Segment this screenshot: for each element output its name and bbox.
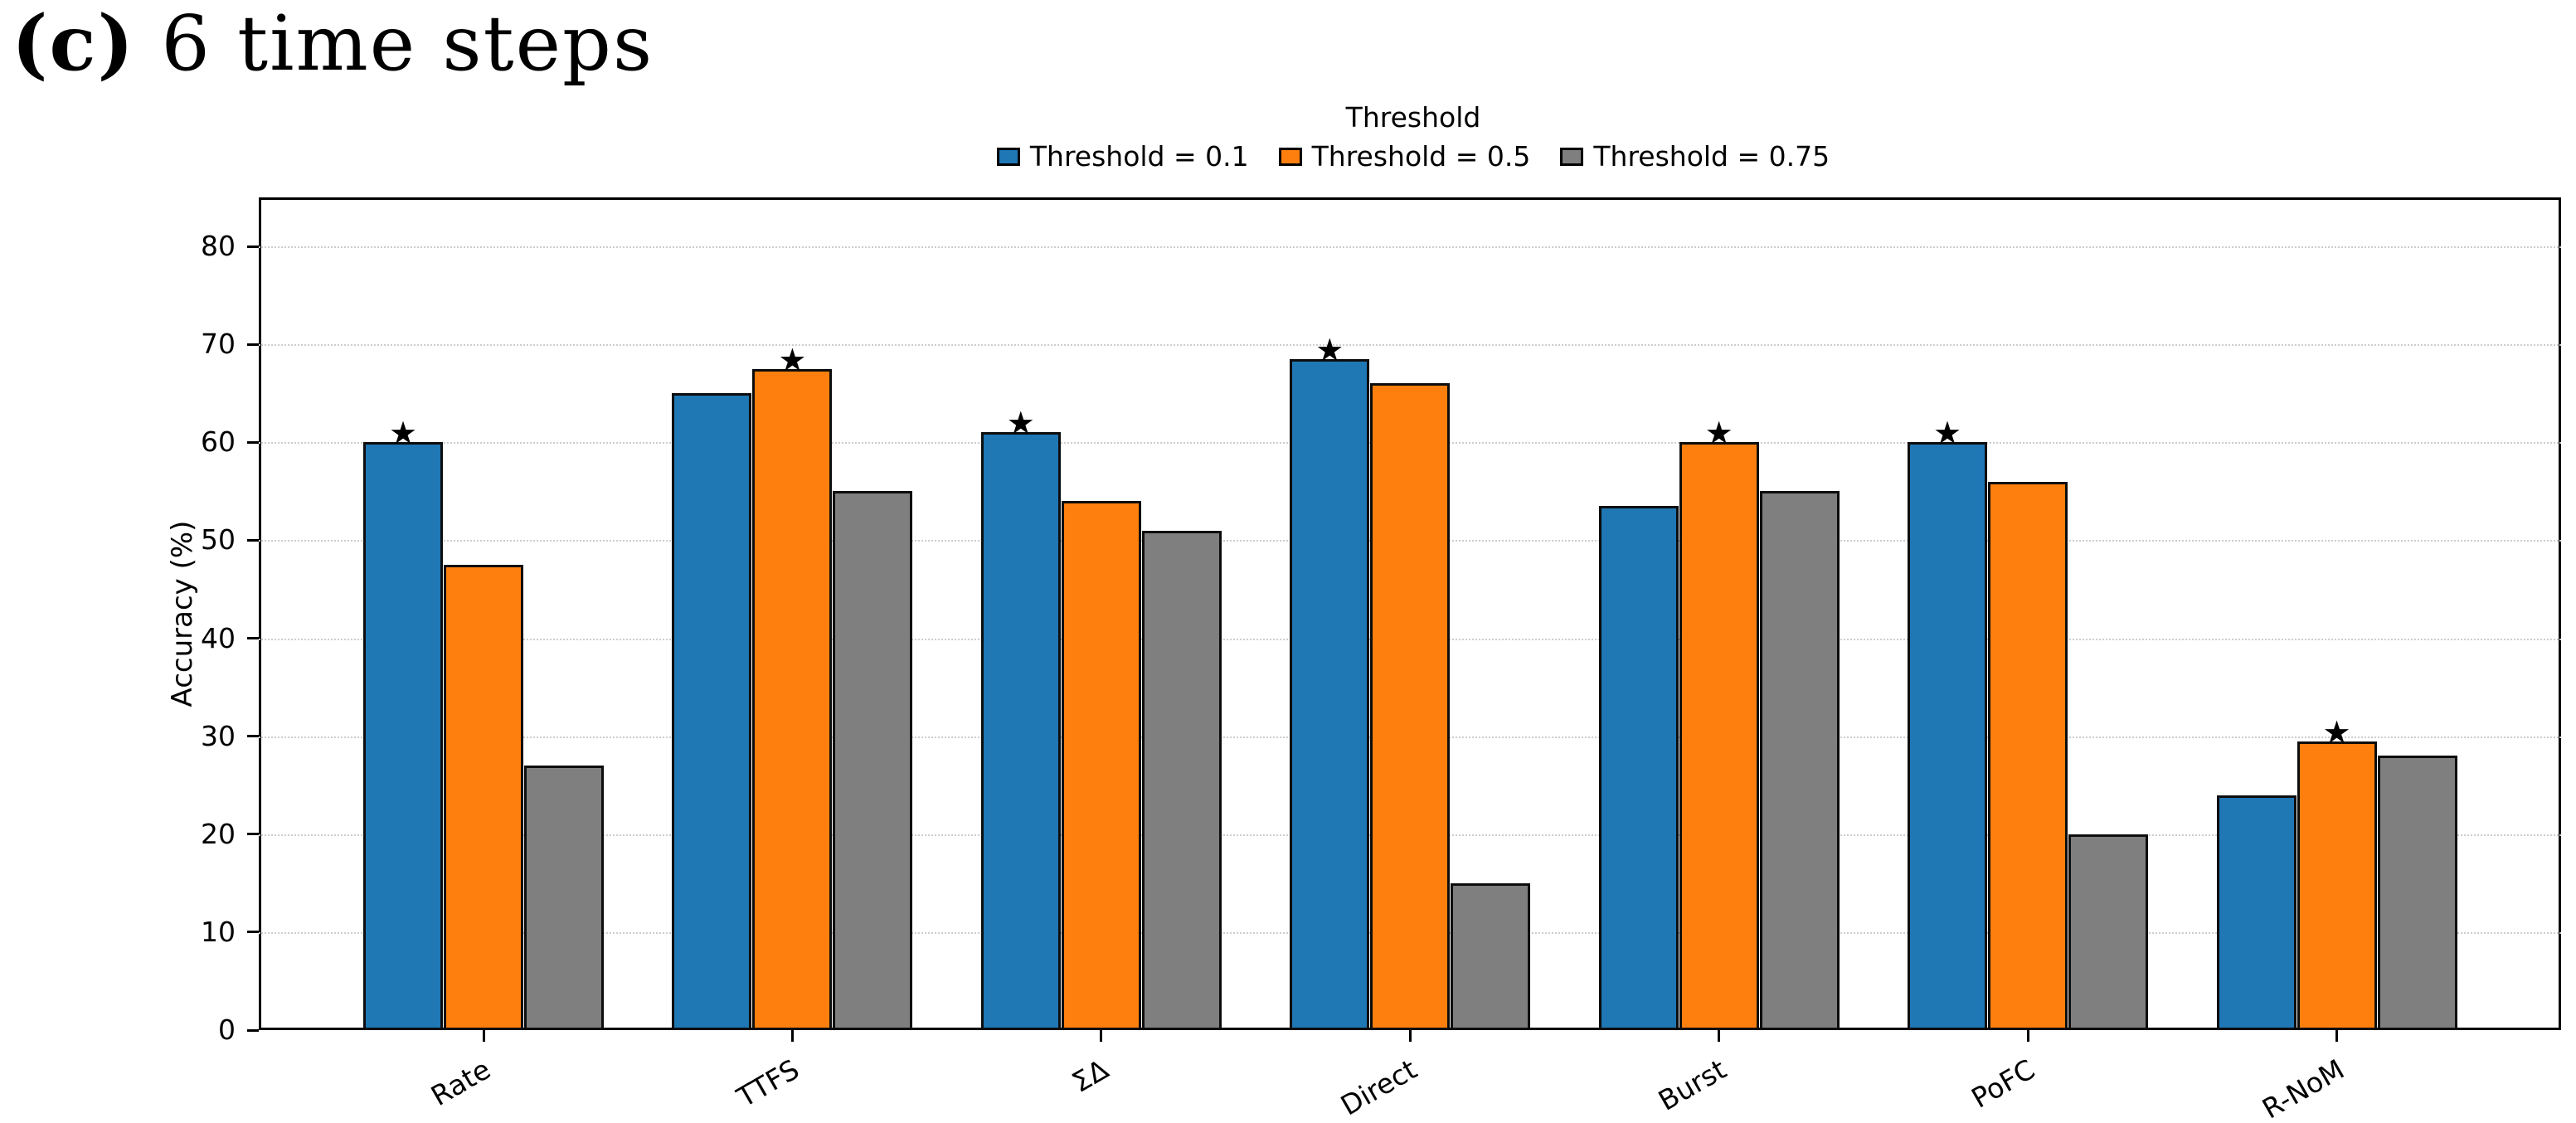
gridline-y70 bbox=[259, 344, 2561, 347]
bar-PoFC-series0 bbox=[1908, 442, 1988, 1030]
bar-Burst-series2 bbox=[1759, 491, 1840, 1030]
bar-Rate-series1 bbox=[444, 564, 523, 1030]
bar-Direct-series2 bbox=[1451, 882, 1531, 1030]
bar-PoFC-series1 bbox=[1988, 481, 2068, 1030]
bar-Direct-series0 bbox=[1290, 358, 1370, 1030]
panel-caption-text: 6 time steps bbox=[135, 0, 654, 88]
y-tick-label: 0 bbox=[218, 1014, 236, 1046]
legend-entry-0: Threshold = 0.1 bbox=[996, 140, 1249, 173]
bar-TTFS-series0 bbox=[672, 393, 752, 1030]
x-tick-mark bbox=[2026, 1030, 2029, 1042]
x-tick-mark bbox=[790, 1030, 794, 1042]
y-tick-label: 20 bbox=[201, 817, 236, 850]
x-tick-label: ΣΔ bbox=[1066, 1053, 1114, 1099]
legend-entry-2: Threshold = 0.75 bbox=[1560, 143, 1830, 170]
y-tick-mark bbox=[247, 931, 259, 934]
best-star-icon: ★ bbox=[1315, 331, 1344, 368]
best-star-icon: ★ bbox=[778, 341, 807, 378]
x-tick-mark bbox=[1408, 1030, 1412, 1042]
x-tick-mark bbox=[1100, 1030, 1103, 1042]
bar-ΣΔ-series1 bbox=[1061, 501, 1141, 1030]
left-spine bbox=[259, 197, 261, 1030]
bar-TTFS-series2 bbox=[833, 491, 913, 1030]
legend-entry-1: Threshold = 0.5 bbox=[1278, 140, 1531, 173]
bar-Rate-series2 bbox=[524, 766, 604, 1030]
y-tick-label: 70 bbox=[201, 328, 236, 361]
y-tick-label: 30 bbox=[201, 719, 236, 752]
x-tick-label: Rate bbox=[425, 1053, 496, 1113]
y-tick-mark bbox=[247, 440, 259, 444]
legend-label: Threshold = 0.1 bbox=[1029, 140, 1249, 173]
bar-Direct-series1 bbox=[1370, 383, 1451, 1030]
legend-entries: Threshold = 0.1 Threshold = 0.5 Threshold … bbox=[916, 143, 1911, 170]
panel-letter: (c) bbox=[12, 0, 136, 88]
y-tick-label: 50 bbox=[201, 523, 236, 557]
x-tick-label: TTFS bbox=[731, 1053, 805, 1114]
y-tick-mark bbox=[247, 245, 259, 248]
top-spine bbox=[259, 197, 2561, 200]
x-tick-label: PoFC bbox=[1966, 1053, 2041, 1115]
legend-title: Threshold bbox=[1345, 101, 1481, 134]
legend-swatch-icon bbox=[1560, 147, 1584, 166]
bar-R-NoM-series0 bbox=[2216, 795, 2297, 1030]
panel-caption: (c) 6 time steps bbox=[12, 3, 654, 85]
legend-swatch-icon bbox=[1278, 147, 1302, 166]
x-tick-mark bbox=[2335, 1030, 2339, 1042]
legend: Threshold Threshold = 0.1 Threshold = 0.5… bbox=[916, 101, 1911, 170]
y-tick-mark bbox=[247, 735, 259, 738]
y-tick-label: 60 bbox=[201, 425, 236, 459]
legend-label: Threshold = 0.75 bbox=[1593, 140, 1830, 173]
x-tick-mark bbox=[482, 1030, 485, 1042]
bar-R-NoM-series1 bbox=[2297, 741, 2377, 1030]
y-tick-mark bbox=[247, 1028, 259, 1032]
bar-R-NoM-series2 bbox=[2377, 756, 2457, 1030]
x-tick-label: Direct bbox=[1335, 1053, 1423, 1122]
y-tick-mark bbox=[247, 538, 259, 542]
x-tick-label: R-NoM bbox=[2256, 1053, 2350, 1123]
plot-area: Accuracy (%) 0 10 20 30 40 50 60 70 80 Rate ★ TTFS ★… bbox=[166, 197, 2561, 1123]
legend-swatch-icon bbox=[996, 147, 1020, 166]
gridline-y80 bbox=[259, 246, 2561, 249]
y-tick-mark bbox=[247, 343, 259, 346]
bar-Burst-series0 bbox=[1598, 506, 1679, 1030]
y-tick-mark bbox=[247, 637, 259, 640]
best-star-icon: ★ bbox=[1006, 405, 1035, 442]
y-tick-label: 80 bbox=[201, 230, 236, 263]
best-star-icon: ★ bbox=[388, 415, 418, 452]
y-tick-mark bbox=[247, 833, 259, 836]
y-tick-label: 10 bbox=[201, 915, 236, 948]
bar-PoFC-series2 bbox=[2068, 834, 2149, 1030]
bar-Rate-series0 bbox=[363, 442, 443, 1030]
bar-Burst-series1 bbox=[1679, 442, 1759, 1030]
legend-label: Threshold = 0.5 bbox=[1311, 140, 1531, 173]
x-tick-mark bbox=[1718, 1030, 1721, 1042]
bar-TTFS-series1 bbox=[752, 368, 833, 1030]
best-star-icon: ★ bbox=[1704, 415, 1733, 452]
x-tick-label: Burst bbox=[1652, 1053, 1732, 1117]
best-star-icon: ★ bbox=[2322, 713, 2351, 751]
best-star-icon: ★ bbox=[1933, 415, 1962, 452]
bar-ΣΔ-series2 bbox=[1141, 530, 1222, 1030]
y-tick-label: 40 bbox=[201, 621, 236, 654]
bar-ΣΔ-series0 bbox=[980, 432, 1061, 1030]
right-spine bbox=[2559, 197, 2561, 1030]
